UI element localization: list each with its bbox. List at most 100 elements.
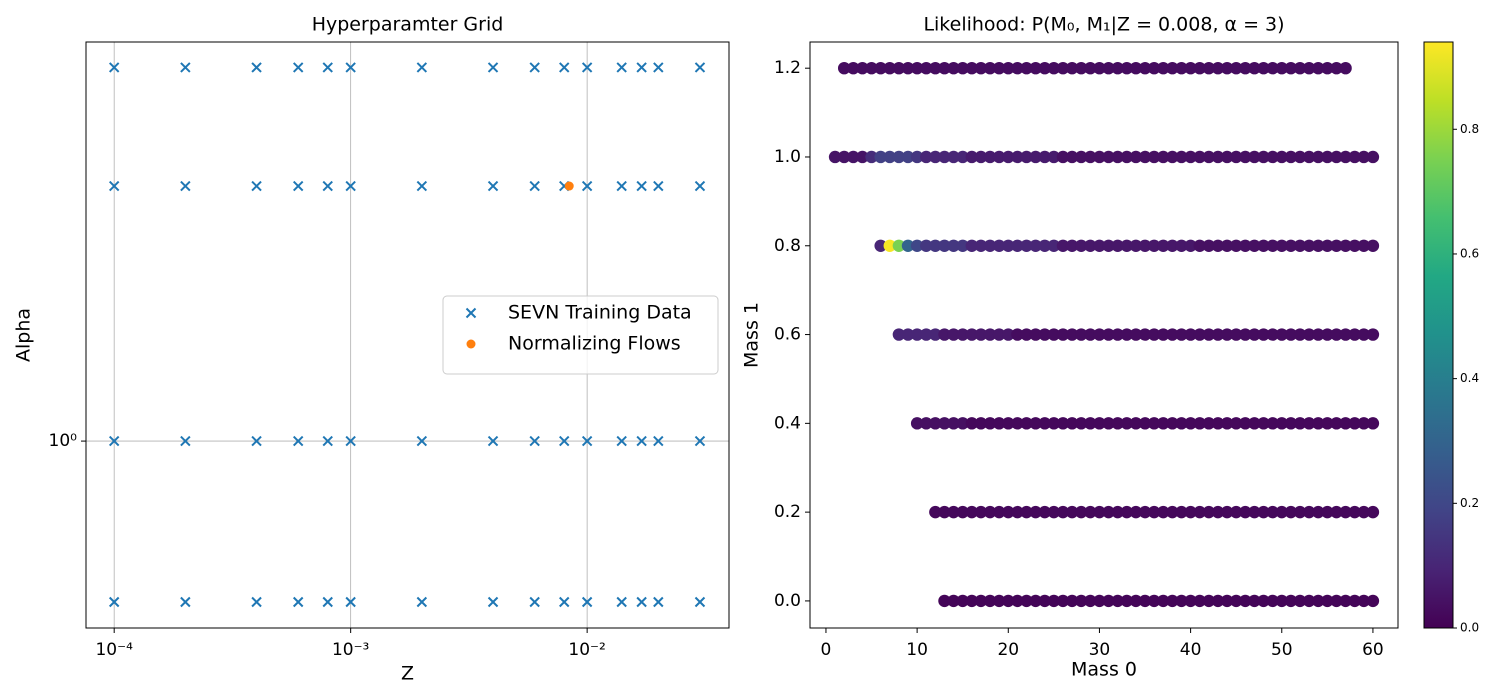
point	[1202, 328, 1216, 341]
point	[956, 505, 969, 519]
point	[1248, 328, 1261, 341]
point	[1065, 239, 1079, 252]
point	[1047, 417, 1061, 430]
point	[1120, 61, 1133, 75]
point	[1129, 150, 1143, 164]
point	[1166, 61, 1179, 75]
point	[529, 62, 540, 73]
point	[983, 594, 997, 608]
point	[1056, 150, 1070, 164]
point	[653, 596, 664, 608]
point	[487, 180, 499, 192]
point	[1312, 150, 1325, 164]
point	[345, 62, 356, 73]
point	[910, 417, 924, 430]
point	[1266, 328, 1279, 341]
point	[1321, 328, 1334, 341]
point	[947, 594, 960, 608]
point	[1011, 594, 1024, 608]
point	[292, 62, 304, 73]
point	[1257, 417, 1270, 430]
point	[983, 239, 997, 252]
point	[1102, 150, 1115, 164]
point	[1002, 594, 1015, 608]
point	[1348, 328, 1361, 341]
point	[1193, 417, 1206, 430]
point	[947, 150, 960, 164]
point	[1084, 328, 1097, 341]
point	[487, 435, 499, 447]
point	[487, 596, 499, 608]
x-tick-label: 10⁻⁴	[95, 640, 133, 660]
point	[938, 505, 951, 519]
point	[974, 61, 988, 75]
point	[1147, 417, 1161, 430]
point	[983, 61, 997, 75]
point	[1229, 150, 1243, 164]
point	[1220, 417, 1234, 430]
point	[1111, 239, 1124, 252]
point	[837, 150, 851, 164]
point	[883, 239, 896, 252]
point	[1275, 150, 1288, 164]
point	[1284, 150, 1298, 164]
point	[965, 417, 979, 430]
point	[345, 596, 356, 608]
y-axis-label: Mass 1	[741, 302, 763, 368]
point	[1257, 328, 1270, 341]
point	[1102, 239, 1115, 252]
point	[1175, 150, 1188, 164]
point	[108, 596, 120, 608]
chart-title: Likelihood: P(M₀, M₁|Z = 0.008, α = 3)	[923, 14, 1284, 36]
point	[1029, 61, 1042, 75]
point	[1029, 239, 1042, 252]
y-axis-label: Alpha	[13, 308, 35, 362]
point	[1293, 150, 1307, 164]
point	[1321, 505, 1334, 519]
point	[1029, 594, 1042, 608]
colorbar-tick-label: 0.4	[1460, 371, 1479, 385]
point	[1284, 417, 1298, 430]
point	[653, 435, 664, 447]
point	[874, 150, 887, 164]
point	[1166, 239, 1179, 252]
point	[559, 435, 570, 447]
point	[1239, 150, 1252, 164]
point	[1056, 239, 1070, 252]
point	[1339, 61, 1352, 75]
point	[1330, 61, 1343, 75]
point	[938, 150, 951, 164]
point	[1084, 239, 1097, 252]
point	[1184, 328, 1197, 341]
point	[1239, 239, 1252, 252]
point	[938, 239, 951, 252]
point	[1102, 61, 1115, 75]
point	[901, 150, 915, 164]
point	[1348, 239, 1361, 252]
point	[1129, 328, 1143, 341]
point	[965, 328, 979, 341]
point	[1211, 61, 1225, 75]
point	[1093, 328, 1106, 341]
point	[581, 596, 593, 608]
y-tick-label: 10⁰	[49, 431, 78, 451]
point	[856, 61, 869, 75]
x-tick-label: 10⁻³	[332, 640, 369, 660]
point	[1020, 328, 1033, 341]
point	[1220, 61, 1234, 75]
point	[1020, 417, 1033, 430]
point	[1020, 150, 1033, 164]
point	[1184, 61, 1197, 75]
point	[929, 239, 942, 252]
point	[1011, 505, 1024, 519]
point	[1366, 417, 1380, 430]
point	[974, 417, 988, 430]
point	[1193, 239, 1206, 252]
point	[292, 435, 304, 447]
point	[1166, 505, 1179, 519]
point	[1229, 328, 1243, 341]
point	[1120, 328, 1133, 341]
point	[929, 417, 942, 430]
point	[865, 61, 878, 75]
point	[1348, 417, 1361, 430]
